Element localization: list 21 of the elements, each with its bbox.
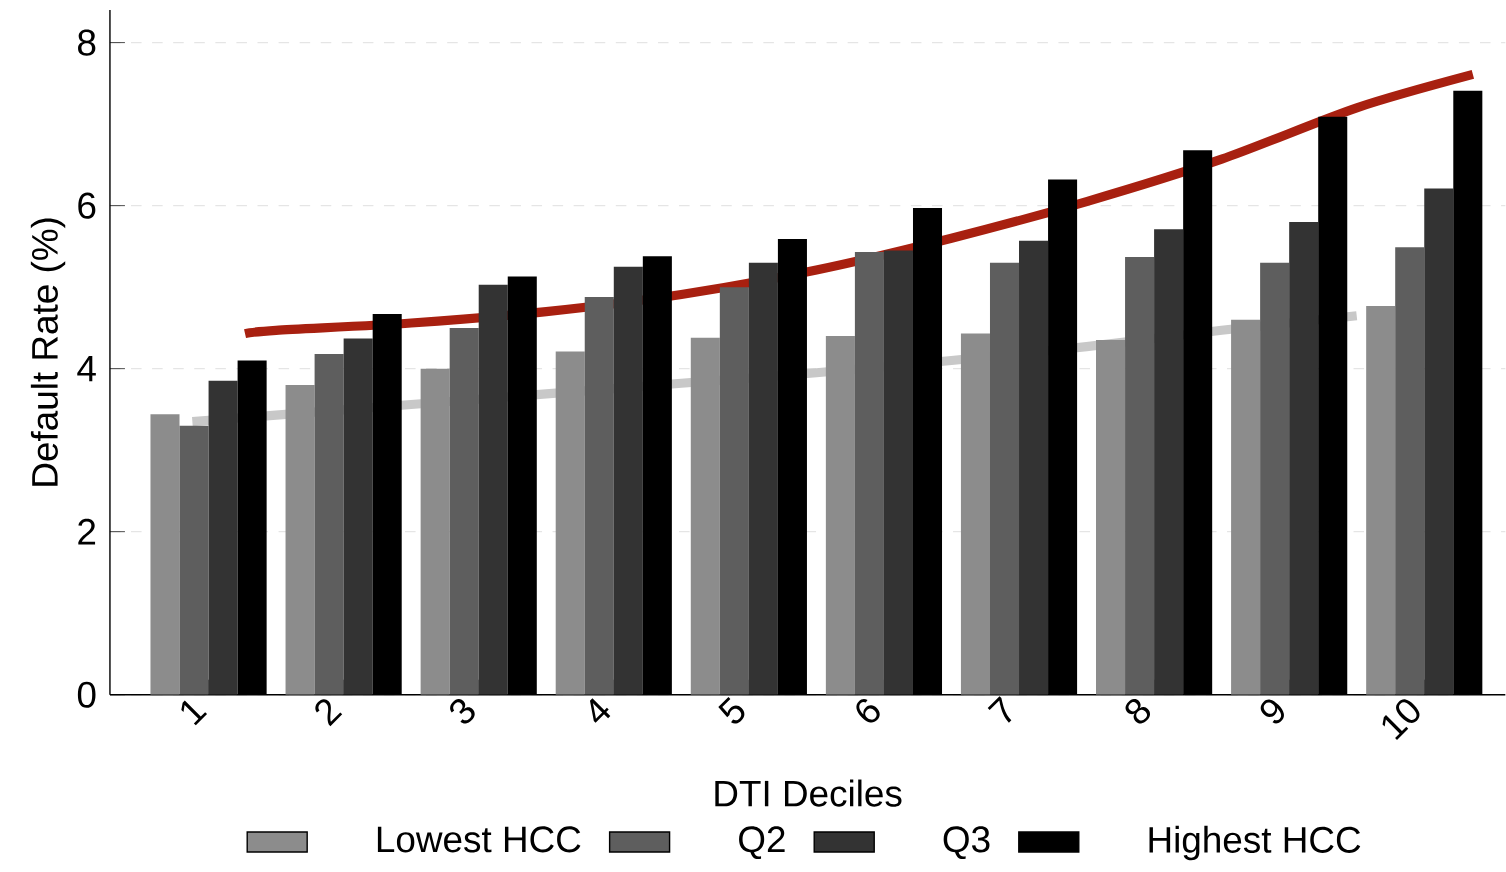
y-tick-label: 2: [78, 518, 96, 545]
x-tick-label: 1: [181, 700, 208, 726]
y-tick-label: 6: [78, 192, 96, 219]
x-tick-label: 2: [315, 699, 343, 727]
x-tick-label: 5: [718, 696, 745, 724]
y-axis-title: Default Rate (%): [30, 218, 66, 486]
y-tick-label: 4: [77, 355, 96, 382]
legend-label: Highest HCC: [1149, 825, 1361, 861]
y-tick-label: 8: [78, 29, 96, 56]
legend-label: Q2: [739, 826, 785, 859]
legend-label: Q3: [943, 826, 990, 859]
x-tick-label: 8: [1125, 698, 1151, 724]
legend-label: Lowest HCC: [377, 826, 581, 853]
x-tick-label: 6: [856, 698, 880, 723]
x-tick-label: 7: [987, 696, 1012, 723]
x-tick-label: 9: [1260, 699, 1284, 724]
x-axis-title: DTI Deciles: [715, 779, 902, 807]
y-tick-label: 0: [77, 681, 96, 708]
x-tick-label: 10: [1382, 699, 1420, 740]
x-tick-label: 3: [450, 699, 475, 724]
x-tick-label: 4: [589, 698, 611, 723]
